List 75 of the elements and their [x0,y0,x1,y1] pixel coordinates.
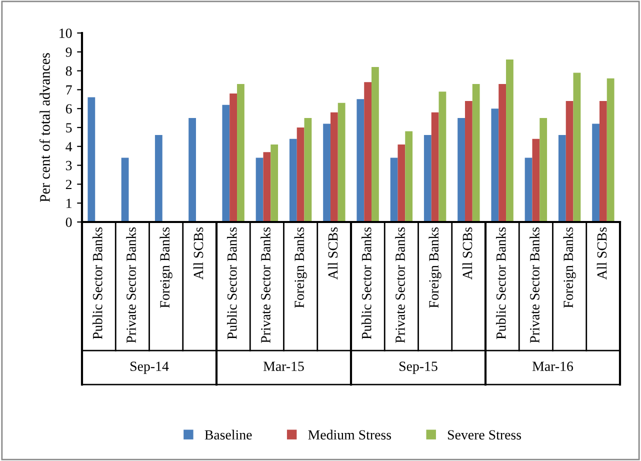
y-tick-label: 4 [66,142,72,152]
bar [88,97,96,222]
x-tick-label: Public Sector Banks [496,227,506,340]
bar [424,135,432,222]
bar [222,104,230,222]
bar [472,84,480,222]
x-tick-label: All SCBs [462,227,472,280]
bar [323,124,330,222]
y-tick-label: 2 [66,180,72,190]
bar [506,59,514,222]
x-tick-label: Foreign Banks [160,227,172,308]
bar [356,99,364,222]
bar [289,138,297,222]
y-tick-label: 10 [60,28,72,38]
y-tick-label: 3 [66,160,72,170]
bar [237,84,244,222]
text: Mar-16 [532,362,574,372]
bar [405,131,413,222]
bar [372,67,379,222]
bar [540,118,548,222]
y-tick-label: 7 [66,85,72,95]
bar [438,92,446,222]
bar [296,128,304,222]
x-tick-label: Public Sector Banks [92,227,102,340]
bar [230,93,238,222]
bar [524,158,532,222]
y-tick-label: 0 [66,218,72,227]
bar [464,101,472,222]
bar [566,101,574,222]
text: Sep-14 [130,362,169,374]
bar [431,112,439,222]
bar [592,124,600,222]
bar [121,158,129,222]
x-tick-label: Private Sector Banks [126,227,136,343]
y-tick-label: 9 [66,48,72,57]
bar [270,144,278,222]
bar [606,78,614,222]
y-tick-label: 8 [66,66,72,76]
bar [304,118,312,222]
y-axis-title: Per cent of total advances [39,53,50,202]
x-tick-label: Foreign Banks [563,227,576,308]
x-tick-label: All SCBs [193,227,204,280]
bar [558,135,566,222]
x-tick-label: All SCBs [596,227,607,280]
legend-label: Medium Stress [308,430,392,440]
bar [390,158,398,222]
bar [599,101,607,222]
bar [330,112,338,222]
x-tick-label: Foreign Banks [428,227,442,308]
bar [364,82,372,222]
text: Sep-15 [400,362,438,374]
y-tick-label: 1 [66,198,72,208]
x-tick-label: All SCBs [328,227,338,280]
x-tick-label: Public Sector Banks [362,227,372,340]
bar [498,84,506,222]
bar [338,102,346,222]
x-tick-label: Private Sector Banks [395,227,405,343]
legend-label: Baseline [204,430,252,440]
bar [573,72,581,222]
y-tick-label: 6 [66,104,72,114]
x-tick-label: Private Sector Banks [260,227,270,343]
bar [263,152,271,222]
bar [491,108,499,222]
bar [398,144,406,222]
y-tick-label: 5 [66,123,72,132]
x-tick-label: Public Sector Banks [227,227,237,340]
bar [256,158,264,222]
text: Mar-15 [263,362,304,372]
bar [532,138,540,222]
x-tick-label: Private Sector Banks [530,227,540,343]
bar [188,118,196,222]
x-tick-label: Foreign Banks [294,227,307,308]
bar [154,135,162,222]
legend-label: Severe Stress [448,430,522,440]
bar [458,118,465,222]
